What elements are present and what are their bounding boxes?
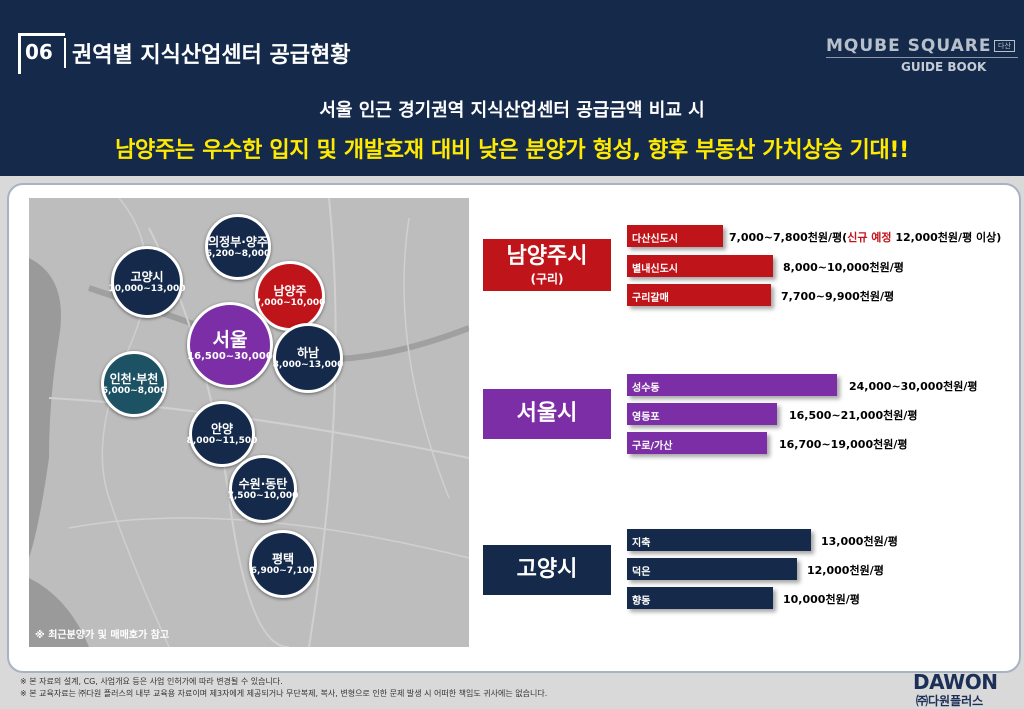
region-name: 고양시 — [516, 557, 578, 582]
region-box-namyangju: 남양주시 (구리) — [483, 239, 611, 291]
value-main: 7,000~7,800천원/평( — [729, 231, 848, 244]
bubble-name: 평택 — [271, 551, 295, 566]
bubble-name: 수원·동탄 — [238, 476, 288, 491]
bar-value: 16,700~19,000천원/평 — [779, 438, 908, 451]
price-bar: 덕은 — [627, 558, 797, 580]
header-banner: 06 권역별 지식산업센터 공급현황 MQUBE SQUARE 다산 GUIDE… — [0, 0, 1024, 176]
map-bubble-namyangju: 남양주 7,000~10,000 — [255, 261, 325, 331]
bubble-price: 6,000~8,000 — [101, 385, 167, 396]
map-bubble-seoul: 서울 16,500~30,000 — [187, 302, 273, 388]
logo-main: DAWON — [913, 670, 998, 694]
bar-label: 구리갈매 — [632, 293, 669, 304]
bar-label: 별내신도시 — [632, 264, 678, 275]
section-number-frame — [18, 33, 65, 74]
bar-value: 10,000천원/평 — [783, 593, 860, 606]
subtitle: 서울 인근 경기권역 지식산업센터 공급금액 비교 시 — [319, 100, 705, 121]
bar-label: 지축 — [632, 538, 651, 549]
region-box-goyang: 고양시 — [483, 545, 611, 595]
bubble-name: 안양 — [210, 421, 234, 436]
company-logo: DAWON ㈜다원플러스 — [913, 670, 1003, 708]
bubble-name: 서울 — [212, 328, 248, 351]
bar-label: 영등포 — [632, 412, 660, 423]
region-name: 남양주시 — [506, 243, 588, 269]
bar-value: 7,700~9,900천원/평 — [781, 290, 895, 303]
region-box-seoul: 서울시 — [483, 389, 611, 439]
region-name: 서울시 — [516, 401, 578, 426]
section-divider — [64, 38, 66, 68]
content-panel: 고양시 10,000~13,000 의정부·양주 6,200~8,000 남양주… — [7, 183, 1021, 673]
map-bubble-anyang: 안양 8,000~11,500 — [186, 401, 258, 467]
price-bar: 향동 — [627, 587, 773, 609]
bar-value: 16,500~21,000천원/평 — [789, 409, 918, 422]
brand-name: MQUBE SQUARE — [826, 36, 992, 56]
bubble-price: 10,000~13,000 — [108, 283, 186, 294]
footnote-2: ※ 본 교육자료는 ㈜다원 플러스의 내부 교육용 자료이며 제3자에게 제공되… — [20, 689, 548, 698]
region-map: 고양시 10,000~13,000 의정부·양주 6,200~8,000 남양주… — [29, 198, 469, 647]
bubble-name: 하남 — [296, 345, 320, 360]
footnote-1: ※ 본 자료의 설계, CG, 사업개요 등은 사업 인허가에 따라 변경될 수… — [20, 677, 283, 686]
bubble-price: 7,000~10,000 — [254, 297, 326, 308]
bubble-name: 고양시 — [130, 269, 164, 284]
value-tail: 12,000천원/평 이상) — [891, 231, 1002, 244]
bar-value: 8,000~10,000천원/평 — [783, 261, 904, 274]
bubble-price: 8,000~13,000 — [272, 359, 344, 370]
bubble-name: 남양주 — [273, 283, 307, 298]
bar-value: 24,000~30,000천원/평 — [849, 380, 978, 393]
bar-label: 구로/가산 — [632, 441, 673, 452]
bubble-price: 8,000~11,500 — [186, 435, 258, 446]
bubble-name: 인천·부천 — [109, 371, 159, 386]
bar-label: 성수동 — [632, 383, 660, 394]
bubble-price: 7,500~10,000 — [227, 490, 299, 501]
bar-value: 13,000천원/평 — [821, 535, 898, 548]
price-bar: 성수동 — [627, 374, 837, 396]
region-sub: (구리) — [530, 271, 564, 286]
bar-value: 12,000천원/평 — [807, 564, 884, 577]
bubble-price: 6,200~8,000 — [205, 248, 271, 259]
brand-divider — [826, 57, 1018, 58]
bubble-name: 의정부·양주 — [208, 234, 268, 249]
price-bar: 지축 — [627, 529, 811, 551]
bar-label: 다산신도시 — [632, 234, 678, 245]
price-bar: 영등포 — [627, 403, 777, 425]
brand-subtitle: GUIDE BOOK — [901, 60, 987, 74]
price-bar: 구로/가산 — [627, 432, 767, 454]
price-bar: 별내신도시 — [627, 255, 773, 277]
page-title: 권역별 지식산업센터 공급현황 — [72, 43, 351, 68]
bar-value: 7,000~7,800천원/평(신규 예정 12,000천원/평 이상) — [729, 229, 1001, 245]
map-bubble-pyeongtaek: 평택 6,900~7,100 — [249, 530, 317, 598]
bar-label: 향동 — [632, 596, 651, 607]
value-highlight: 신규 예정 — [847, 231, 892, 244]
bar-label: 덕은 — [632, 567, 651, 578]
headline: 남양주는 우수한 입지 및 개발호재 대비 낮은 분양가 형성, 향후 부동산 … — [115, 138, 909, 163]
brand-logo: MQUBE SQUARE 다산 GUIDE BOOK — [826, 36, 1018, 76]
bubble-price: 6,900~7,100 — [250, 565, 316, 576]
map-bubble-incheon: 인천·부천 6,000~8,000 — [101, 351, 167, 417]
map-bubble-goyang: 고양시 10,000~13,000 — [108, 246, 186, 318]
map-bubble-suwon: 수원·동탄 7,500~10,000 — [227, 455, 299, 523]
bubble-price: 16,500~30,000 — [187, 350, 273, 362]
price-bar: 구리갈매 — [627, 284, 771, 306]
map-note: ※ 최근분양가 및 매매호가 참고 — [35, 630, 170, 641]
brand-tag: 다산 — [994, 40, 1015, 52]
price-bar: 다산신도시 — [627, 225, 723, 247]
section-number: 06 — [25, 40, 53, 64]
map-bubble-uijeongbu: 의정부·양주 6,200~8,000 — [205, 214, 271, 280]
logo-sub: ㈜다원플러스 — [916, 694, 984, 708]
map-bubble-hanam: 하남 8,000~13,000 — [273, 323, 343, 393]
